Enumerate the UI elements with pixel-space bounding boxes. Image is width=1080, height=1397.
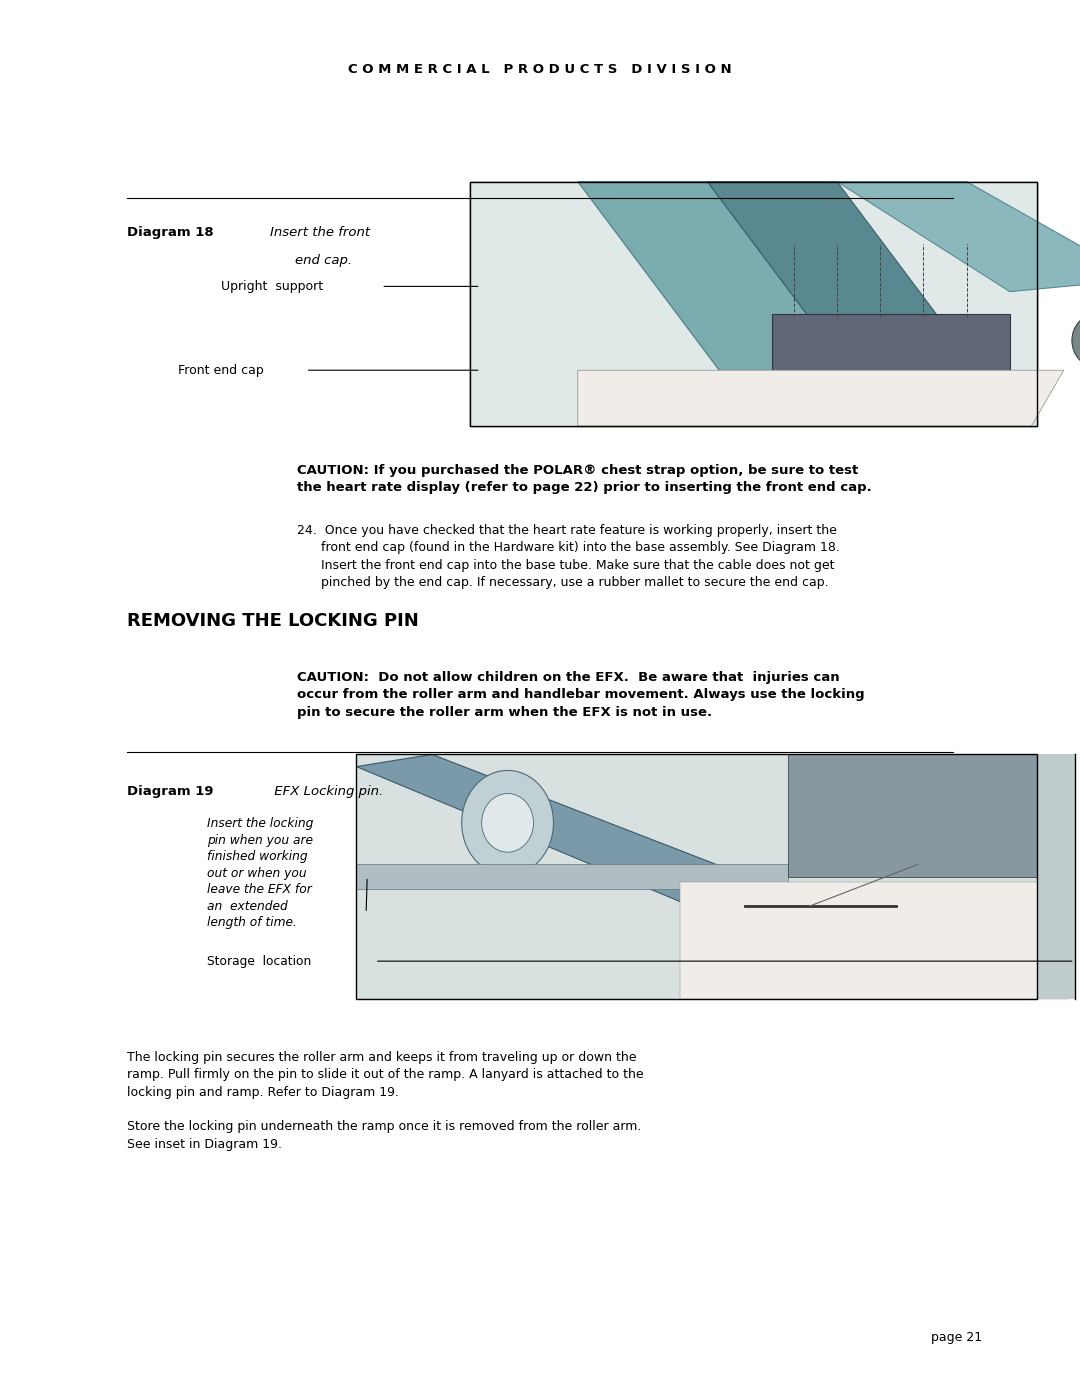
- Text: Upright  support: Upright support: [221, 279, 324, 293]
- Text: The locking pin secures the roller arm and keeps it from traveling up or down th: The locking pin secures the roller arm a…: [127, 1051, 644, 1098]
- Text: Diagram 19: Diagram 19: [127, 785, 214, 798]
- Polygon shape: [707, 182, 1010, 412]
- Text: Storage  location: Storage location: [207, 954, 312, 968]
- Text: Insert the front: Insert the front: [270, 226, 370, 239]
- Text: CAUTION:  Do not allow children on the EFX.  Be aware that  injuries can
occur f: CAUTION: Do not allow children on the EF…: [297, 671, 865, 718]
- Ellipse shape: [462, 771, 554, 875]
- Bar: [788, 754, 1069, 877]
- Bar: [470, 182, 1037, 426]
- Text: page 21: page 21: [931, 1331, 982, 1344]
- Text: REMOVING THE LOCKING PIN: REMOVING THE LOCKING PIN: [127, 612, 419, 630]
- Text: Front end cap: Front end cap: [178, 363, 264, 377]
- Polygon shape: [680, 882, 1069, 999]
- Text: EFX Locking pin.: EFX Locking pin.: [270, 785, 383, 798]
- Text: CAUTION: If you purchased the POLAR® chest strap option, be sure to test
the hea: CAUTION: If you purchased the POLAR® che…: [297, 464, 872, 493]
- Polygon shape: [578, 370, 1064, 426]
- Polygon shape: [837, 182, 1080, 292]
- Bar: [356, 754, 1037, 999]
- Bar: [470, 182, 1037, 426]
- Ellipse shape: [1071, 314, 1080, 367]
- Text: Store the locking pin underneath the ramp once it is removed from the roller arm: Store the locking pin underneath the ram…: [127, 1120, 642, 1151]
- Polygon shape: [356, 754, 842, 937]
- Text: 24.  Once you have checked that the heart rate feature is working properly, inse: 24. Once you have checked that the heart…: [297, 524, 840, 590]
- Text: C O M M E R C I A L   P R O D U C T S   D I V I S I O N: C O M M E R C I A L P R O D U C T S D I …: [348, 63, 732, 75]
- Text: end cap.: end cap.: [295, 254, 352, 267]
- Bar: [772, 314, 1010, 419]
- Text: Insert the locking
pin when you are
finished working
out or when you
leave the E: Insert the locking pin when you are fini…: [207, 817, 313, 929]
- Polygon shape: [356, 865, 788, 888]
- Bar: [470, 182, 1037, 426]
- Polygon shape: [578, 182, 880, 412]
- Text: Diagram 18: Diagram 18: [127, 226, 214, 239]
- Ellipse shape: [482, 793, 534, 852]
- Bar: [356, 754, 1037, 999]
- Bar: [1037, 754, 1075, 999]
